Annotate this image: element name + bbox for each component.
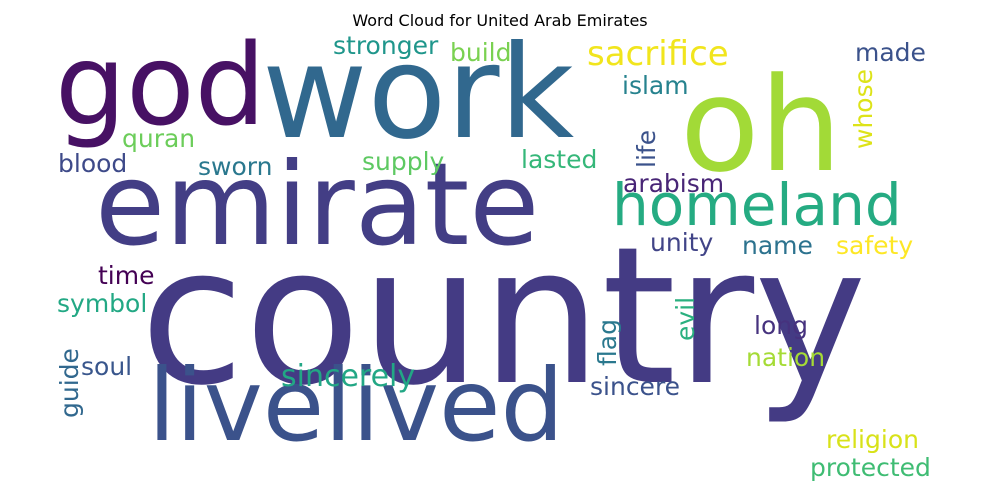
word-guide: guide (55, 348, 84, 418)
word-work: work (262, 18, 575, 168)
word-blood: blood (58, 149, 128, 178)
word-country: country (140, 206, 867, 427)
word-flag: flag (593, 319, 622, 366)
word-supply: supply (362, 147, 445, 176)
word-religion: religion (826, 425, 919, 454)
word-symbol: symbol (57, 289, 148, 318)
word-sincere: sincere (590, 372, 681, 401)
chart-title: Word Cloud for United Arab Emirates (352, 11, 648, 30)
word-sworn: sworn (198, 152, 273, 181)
word-soul: soul (81, 352, 133, 381)
word-evil: evil (671, 296, 700, 341)
word-islam: islam (622, 71, 689, 100)
word-oh: oh (680, 49, 842, 201)
word-unity: unity (650, 228, 714, 257)
word-quran: quran (122, 124, 196, 153)
word-build: build (450, 38, 512, 67)
word-nation: nation (746, 343, 826, 372)
word-sacrifice: sacrifice (587, 34, 729, 74)
word-safety: safety (836, 231, 914, 260)
word-name: name (742, 231, 813, 260)
word-livelived: livelived (148, 347, 565, 464)
word-arabism: arabism (623, 169, 725, 198)
word-whose: whose (849, 69, 878, 149)
word-life: life (632, 129, 661, 168)
word-protected: protected (810, 453, 931, 482)
word-stronger: stronger (333, 31, 439, 60)
word-long: long (754, 311, 808, 340)
word-lasted: lasted (521, 145, 598, 174)
word-made: made (855, 38, 926, 67)
word-emirate: emirate (95, 138, 540, 271)
word-time: time (98, 261, 155, 290)
word-sincerely: sincerely (281, 359, 416, 394)
word-homeland: homeland (612, 171, 902, 239)
word-god: god (55, 21, 266, 151)
